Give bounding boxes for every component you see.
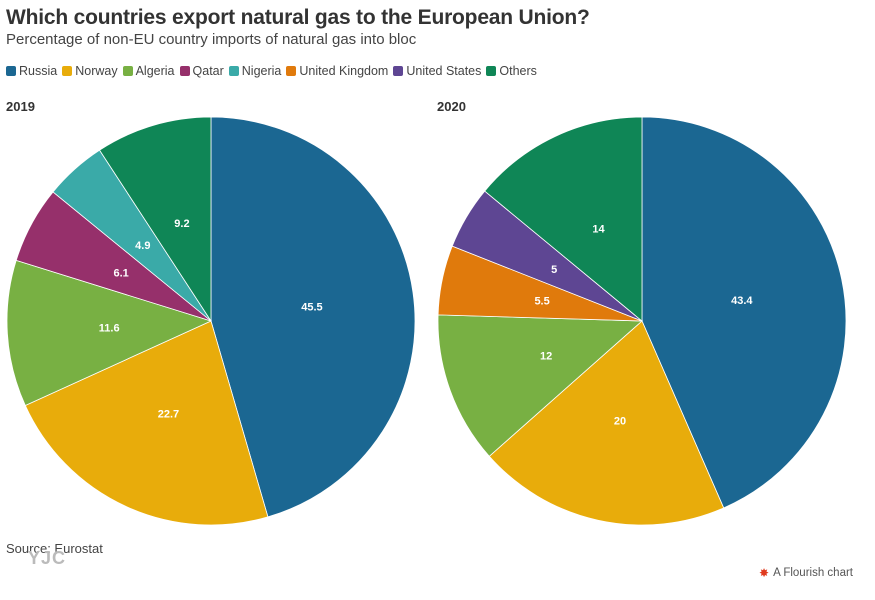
pie-data-label: 5: [551, 264, 557, 276]
pie-slice-2020-algeria[interactable]: [437, 314, 644, 457]
pie-data-label: 45.5: [301, 302, 322, 314]
legend-item-algeria[interactable]: Algeria: [122, 64, 175, 78]
legend-swatch: [62, 66, 73, 76]
legend-label: Russia: [19, 64, 58, 78]
flourish-credit-label: A Flourish chart: [773, 567, 853, 579]
pie-slice-2019-russia[interactable]: [210, 116, 416, 518]
legend-label: Others: [499, 64, 537, 78]
pie-slice-2019-algeria[interactable]: [6, 259, 213, 407]
legend-label: Algeria: [135, 64, 175, 78]
legend: Russia Norway Algeria Qatar Nigeria United Ki…: [6, 64, 537, 78]
legend-swatch: [228, 66, 239, 76]
pie-data-label: 12: [540, 351, 552, 363]
pie-data-label: 11.6: [99, 322, 120, 334]
pie-slice-2019-norway[interactable]: [24, 320, 269, 526]
legend-label: United States: [406, 64, 482, 78]
legend-item-nigeria[interactable]: Nigeria: [228, 64, 282, 78]
legend-label: Qatar: [192, 64, 224, 78]
legend-label: United Kingdom: [299, 64, 389, 78]
legend-item-norway[interactable]: Norway: [62, 64, 118, 78]
pie-data-label: 9.2: [174, 218, 189, 230]
source-note: Source: Eurostat: [6, 541, 103, 556]
chart-subtitle: Percentage of non-EU country imports of …: [6, 31, 417, 48]
legend-item-united-kingdom[interactable]: United Kingdom: [286, 64, 388, 78]
pie-slice-2020-others[interactable]: [484, 116, 643, 322]
legend-item-qatar[interactable]: Qatar: [179, 64, 224, 78]
legend-label: Norway: [75, 64, 118, 78]
pie-2020-title: 2020: [437, 99, 466, 114]
chart-title: Which countries export natural gas to th…: [6, 6, 590, 29]
legend-label: Nigeria: [241, 64, 282, 78]
legend-swatch: [179, 66, 190, 76]
legend-item-others[interactable]: Others: [486, 64, 537, 78]
legend-swatch: [393, 66, 404, 76]
legend-swatch: [286, 66, 297, 76]
legend-swatch: [486, 66, 497, 76]
watermark-logo: YJC: [28, 548, 67, 568]
pie-data-label: 6.1: [114, 268, 129, 280]
flourish-logo-icon: ✸: [759, 566, 770, 580]
flourish-credit[interactable]: ✸ A Flourish chart: [759, 566, 853, 580]
pie-data-label: 14: [592, 224, 605, 236]
legend-swatch: [6, 66, 16, 76]
pie-data-label: 20: [614, 416, 626, 428]
pie-charts: 45.5 22.7 11.6 6.1 4.9 9.2 43.4 20 12 5.5 5 14: [6, 116, 847, 526]
pie-data-label: 5.5: [534, 295, 549, 307]
legend-item-russia[interactable]: Russia: [6, 64, 57, 78]
pie-data-label: 43.4: [731, 295, 753, 307]
legend-swatch: [122, 66, 133, 76]
pie-2019-title: 2019: [6, 99, 35, 114]
pie-slice-2020-russia[interactable]: [641, 116, 847, 509]
pie-slice-2020-norway[interactable]: [488, 320, 725, 526]
pie-data-label: 4.9: [135, 240, 150, 252]
pie-data-label: 22.7: [158, 409, 179, 421]
pie-slice-2019-others[interactable]: [98, 116, 212, 323]
legend-item-united-states[interactable]: United States: [393, 64, 481, 78]
